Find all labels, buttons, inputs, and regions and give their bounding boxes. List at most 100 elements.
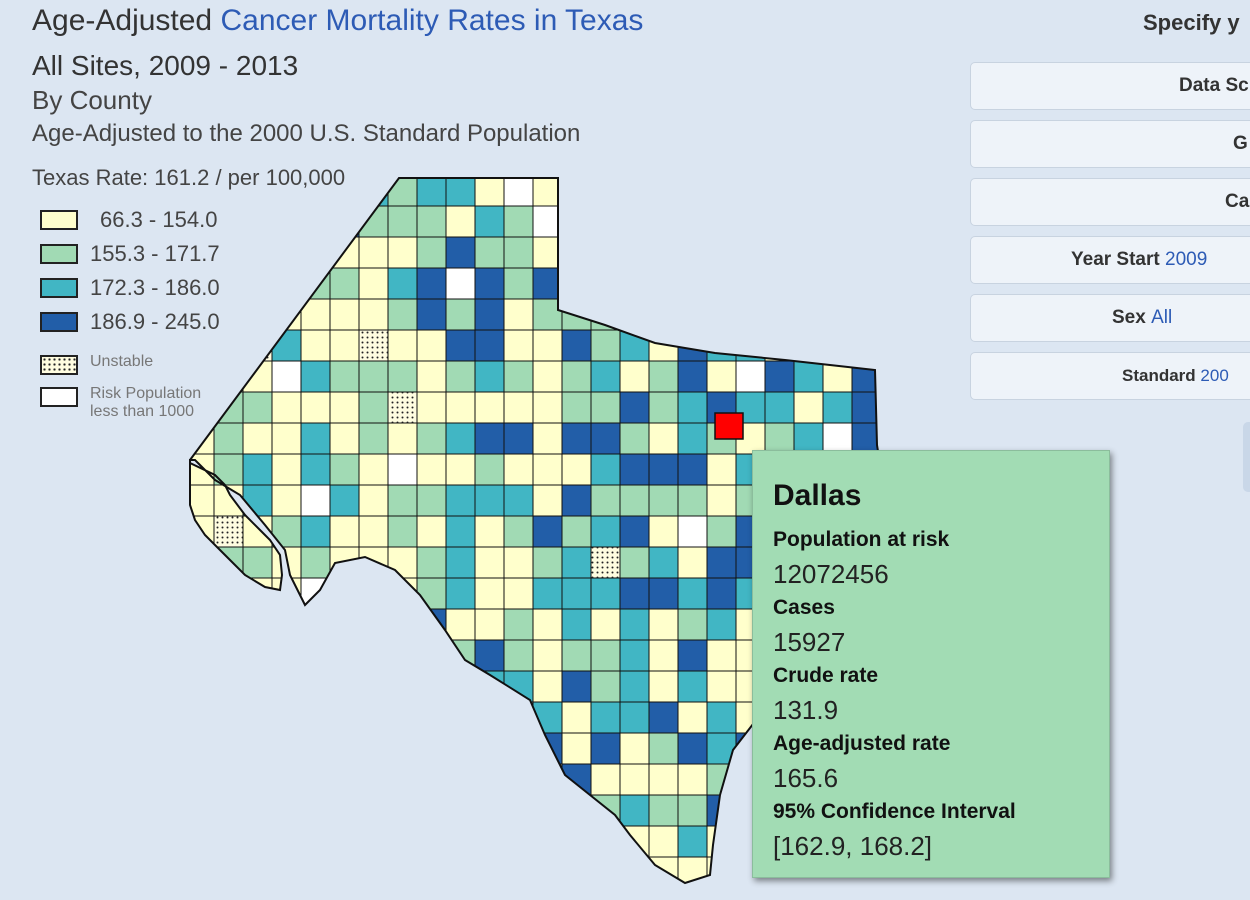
county-cell[interactable] [620, 268, 649, 299]
county-cell[interactable] [446, 578, 475, 609]
county-cell[interactable] [678, 268, 707, 299]
county-cell[interactable] [533, 547, 562, 578]
county-cell[interactable] [359, 299, 388, 330]
county-cell[interactable] [330, 175, 359, 206]
county-cell[interactable] [852, 175, 881, 206]
county-cell[interactable] [272, 237, 301, 268]
county-cell[interactable] [388, 826, 417, 857]
county-cell[interactable] [562, 795, 591, 826]
county-cell[interactable] [214, 237, 243, 268]
county-cell[interactable] [504, 454, 533, 485]
county-cell[interactable] [562, 578, 591, 609]
county-cell[interactable] [359, 609, 388, 640]
county-cell[interactable] [562, 826, 591, 857]
county-cell[interactable] [359, 392, 388, 423]
county-cell[interactable] [446, 485, 475, 516]
county-cell[interactable] [533, 764, 562, 795]
county-cell[interactable] [562, 237, 591, 268]
county-cell[interactable] [417, 206, 446, 237]
county-cell[interactable] [446, 392, 475, 423]
county-cell[interactable] [446, 671, 475, 702]
county-cell[interactable] [214, 330, 243, 361]
county-cell[interactable] [475, 516, 504, 547]
county-cell[interactable] [446, 268, 475, 299]
county-cell[interactable] [707, 454, 736, 485]
county-cell[interactable] [185, 547, 214, 578]
county-cell[interactable] [446, 454, 475, 485]
county-cell[interactable] [591, 392, 620, 423]
county-cell[interactable] [446, 640, 475, 671]
county-cell[interactable] [620, 206, 649, 237]
side-panel-tab[interactable] [1243, 422, 1250, 492]
county-cell[interactable] [301, 361, 330, 392]
county-cell[interactable] [388, 857, 417, 885]
county-cell[interactable] [185, 237, 214, 268]
county-cell[interactable] [214, 361, 243, 392]
county-cell[interactable] [417, 423, 446, 454]
county-cell[interactable] [707, 237, 736, 268]
county-cell[interactable] [852, 268, 881, 299]
county-cell[interactable] [388, 516, 417, 547]
county-cell[interactable] [388, 361, 417, 392]
title-link[interactable]: Cancer Mortality Rates in Texas [220, 4, 643, 37]
county-cell[interactable] [446, 733, 475, 764]
county-cell[interactable] [794, 361, 823, 392]
county-cell[interactable] [330, 516, 359, 547]
county-cell[interactable] [301, 609, 330, 640]
county-cell[interactable] [504, 733, 533, 764]
county-cell[interactable] [446, 795, 475, 826]
county-cell[interactable] [272, 206, 301, 237]
county-cell[interactable] [185, 361, 214, 392]
county-cell[interactable] [678, 795, 707, 826]
county-cell[interactable] [359, 640, 388, 671]
county-cell[interactable] [475, 609, 504, 640]
county-cell[interactable] [504, 268, 533, 299]
county-cell[interactable] [620, 671, 649, 702]
county-cell[interactable] [678, 640, 707, 671]
county-cell[interactable] [301, 485, 330, 516]
county-cell[interactable] [185, 299, 214, 330]
county-cell[interactable] [272, 485, 301, 516]
county-cell[interactable] [794, 299, 823, 330]
county-cell[interactable] [591, 547, 620, 578]
county-cell[interactable] [330, 671, 359, 702]
county-cell[interactable] [243, 826, 272, 857]
geography-button[interactable]: G [970, 120, 1250, 168]
county-cell[interactable] [272, 268, 301, 299]
county-cell[interactable] [475, 857, 504, 885]
county-cell[interactable] [649, 423, 678, 454]
county-cell[interactable] [243, 733, 272, 764]
county-cell[interactable] [417, 702, 446, 733]
county-cell[interactable] [707, 330, 736, 361]
county-cell[interactable] [591, 826, 620, 857]
county-cell[interactable] [823, 175, 852, 206]
county-cell[interactable] [243, 454, 272, 485]
county-cell[interactable] [330, 826, 359, 857]
county-cell[interactable] [388, 423, 417, 454]
county-cell[interactable] [591, 485, 620, 516]
county-cell[interactable] [446, 361, 475, 392]
county-cell[interactable] [591, 361, 620, 392]
data-source-button[interactable]: Data Sc [970, 62, 1250, 110]
county-cell[interactable] [649, 237, 678, 268]
county-cell[interactable] [388, 671, 417, 702]
county-cell[interactable] [243, 392, 272, 423]
county-cell[interactable] [823, 206, 852, 237]
county-cell[interactable] [765, 237, 794, 268]
county-cell[interactable] [417, 330, 446, 361]
county-cell[interactable] [243, 485, 272, 516]
county-cell[interactable] [852, 206, 881, 237]
county-cell[interactable] [504, 826, 533, 857]
county-cell[interactable] [359, 516, 388, 547]
county-cell[interactable] [707, 795, 736, 826]
county-cell[interactable] [388, 299, 417, 330]
county-cell[interactable] [301, 547, 330, 578]
county-cell[interactable] [591, 733, 620, 764]
county-cell[interactable] [620, 733, 649, 764]
county-cell[interactable] [620, 454, 649, 485]
county-cell[interactable] [214, 454, 243, 485]
county-cell[interactable] [185, 330, 214, 361]
county-cell[interactable] [417, 826, 446, 857]
county-cell[interactable] [330, 733, 359, 764]
county-cell[interactable] [707, 206, 736, 237]
